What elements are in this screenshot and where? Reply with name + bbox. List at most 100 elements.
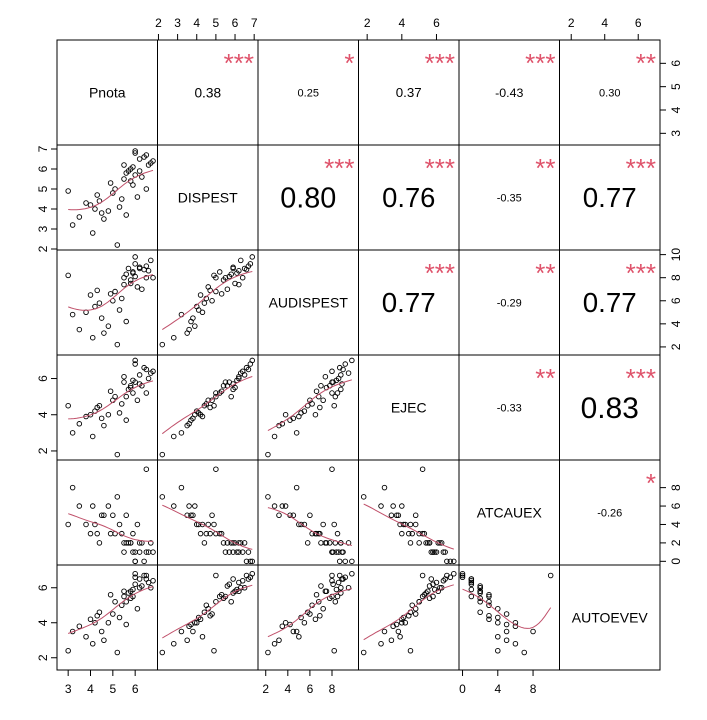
y-tick-label: 3 (36, 225, 50, 232)
scatter-point (116, 410, 123, 416)
scatter-point (477, 583, 483, 589)
scatter-point (121, 379, 127, 385)
scatter-point (101, 422, 107, 429)
y-tick-label: 2 (669, 343, 683, 350)
x-tick-label: 6 (232, 16, 239, 30)
scatter-point (141, 558, 147, 565)
scatter-point (134, 194, 141, 200)
scatter-point (423, 540, 429, 546)
scatter-point (430, 581, 436, 588)
scatter-point (116, 307, 123, 313)
scatter-point (136, 372, 143, 378)
scatter-point (107, 291, 114, 297)
scatter-point (130, 164, 136, 170)
scatter-point (123, 512, 129, 519)
scatter-point (232, 540, 238, 546)
scatter-point (123, 393, 129, 400)
scatter-point (207, 287, 213, 294)
scatter-point (271, 641, 278, 647)
scatter-point (87, 411, 94, 418)
scatter-point (301, 620, 308, 626)
y-tick-label: 4 (36, 205, 50, 212)
significance-stars: ** (636, 48, 656, 78)
scatter-point (132, 558, 138, 565)
scatter-point (345, 370, 352, 376)
scatter-point (132, 273, 138, 280)
scatter-point (105, 503, 112, 509)
scatter-point (349, 571, 355, 577)
scatter-point (184, 637, 190, 644)
scatter-point (322, 373, 329, 380)
scatter-point (440, 578, 447, 584)
scatter-point (114, 451, 121, 458)
scatter-point (123, 621, 129, 628)
x-tick-label: 4 (284, 682, 291, 696)
correlation: 0.83 (581, 392, 639, 425)
correlation: -0.33 (497, 402, 522, 414)
scatter-point (241, 540, 248, 546)
scatter-point (495, 620, 501, 626)
scatter-point (412, 512, 419, 519)
smooth-line (267, 379, 353, 432)
y-tick-label: 10 (669, 248, 683, 262)
scatter-point (69, 311, 76, 318)
scatter-point (381, 484, 388, 491)
scatter-point (271, 503, 278, 509)
scatter-point (132, 361, 138, 367)
scatter-point (451, 571, 457, 577)
scatter-point (345, 540, 352, 546)
scatter-point (409, 530, 415, 537)
scatter-point (547, 572, 554, 579)
scatter-point (412, 606, 419, 612)
y-tick-label: 6 (669, 502, 683, 509)
scatter-point (132, 581, 138, 588)
scatter-point (378, 503, 384, 509)
scatter-point (232, 280, 238, 287)
scatter-point (101, 330, 107, 336)
scatter-point (141, 364, 147, 371)
correlation: 0.77 (382, 287, 436, 318)
scatter-point (239, 549, 246, 555)
significance-stars: *** (626, 363, 656, 393)
scatter-point (293, 430, 300, 436)
scatter-point (412, 611, 419, 617)
scatter-point (92, 521, 98, 528)
scatter-point (360, 494, 367, 500)
scatter-point (89, 230, 96, 236)
correlation: 0.37 (396, 85, 422, 100)
scatter-point (495, 614, 501, 621)
scatter-point (121, 162, 127, 168)
scatter-point (332, 599, 339, 605)
scatter-point (378, 641, 384, 647)
scatter-point (134, 606, 141, 612)
scatter-point (136, 264, 143, 271)
scatter-point (447, 558, 454, 565)
scatter-point (243, 572, 250, 579)
scatter-point (468, 579, 475, 586)
y-tick-label: 0 (669, 558, 683, 565)
smooth-line (267, 588, 353, 638)
scatter-point (141, 572, 147, 579)
correlation: -0.26 (597, 507, 622, 519)
scatter-point (112, 393, 118, 400)
x-tick-label: 6 (132, 682, 139, 696)
significance-stars: *** (425, 48, 455, 78)
scatter-point (296, 634, 302, 640)
scatter-point (230, 549, 236, 555)
scatter-point (171, 641, 177, 647)
scatter-point (107, 592, 114, 598)
scatter-point (412, 521, 419, 528)
correlation: -0.43 (495, 86, 523, 100)
scatter-point (345, 585, 352, 591)
scatter-point (92, 620, 98, 626)
smooth-line (162, 271, 253, 331)
scatter-point (132, 379, 138, 385)
scatter-point (220, 383, 227, 389)
significance-stars: ** (535, 363, 555, 393)
significance-stars: *** (425, 153, 455, 183)
variable-name: Pnota (89, 85, 126, 101)
scatter-point (419, 466, 426, 472)
scatter-point (199, 309, 206, 316)
scatter-point (132, 574, 138, 581)
